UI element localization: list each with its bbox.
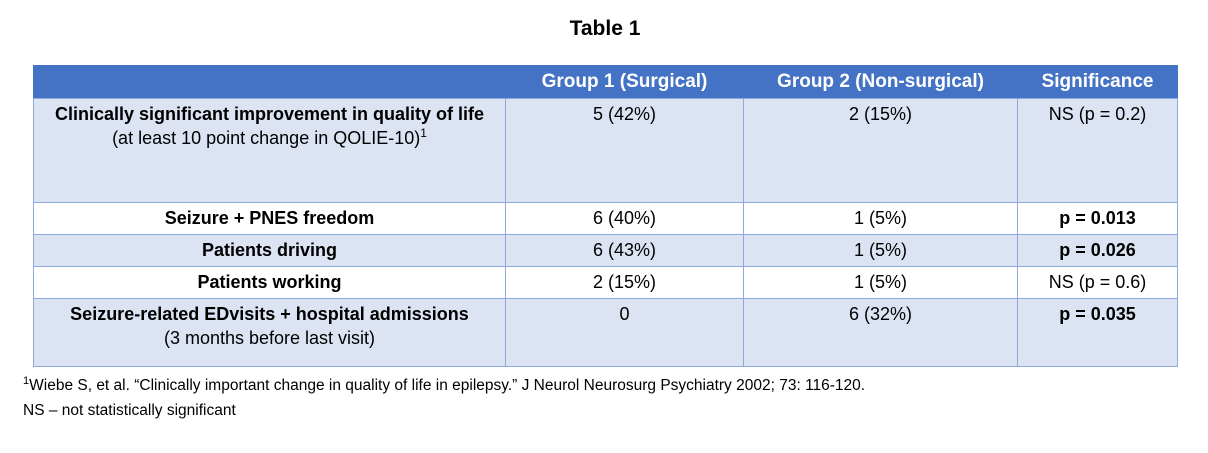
results-table: Group 1 (Surgical) Group 2 (Non-surgical…: [33, 65, 1178, 367]
significance-value: p = 0.026: [1017, 234, 1178, 267]
row-label: Clinically significant improvement in qu…: [54, 104, 485, 124]
group1-value: 2 (15%): [505, 266, 744, 299]
group2-value: 1 (5%): [743, 266, 1018, 299]
row-label-cell: Seizure-related EDvisits + hospital admi…: [33, 298, 506, 367]
table-row: Patients working 2 (15%) 1 (5%) NS (p = …: [33, 266, 1178, 299]
group2-value: 1 (5%): [743, 234, 1018, 267]
table-row: Seizure + PNES freedom 6 (40%) 1 (5%) p …: [33, 202, 1178, 235]
row-label-sub: (3 months before last visit): [163, 328, 376, 348]
footnote-ns-definition: NS – not statistically significant: [23, 402, 236, 419]
group1-value: 6 (43%): [505, 234, 744, 267]
table-row: Seizure-related EDvisits + hospital admi…: [33, 298, 1178, 367]
footnotes: 1Wiebe S, et al. “Clinically important c…: [23, 373, 1208, 423]
row-label: Seizure + PNES freedom: [33, 202, 506, 235]
group1-value: 5 (42%): [505, 98, 744, 203]
table-title: Table 1: [569, 17, 641, 40]
header-empty-cell: [33, 65, 506, 99]
header-group2: Group 2 (Non-surgical): [743, 65, 1018, 99]
row-label: Patients working: [33, 266, 506, 299]
group2-value: 2 (15%): [743, 98, 1018, 203]
row-label: Patients driving: [33, 234, 506, 267]
table-row: Clinically significant improvement in qu…: [33, 98, 1178, 203]
group1-value: 6 (40%): [505, 202, 744, 235]
significance-value: p = 0.035: [1017, 298, 1178, 367]
header-group1: Group 1 (Surgical): [505, 65, 744, 99]
table-row: Patients driving 6 (43%) 1 (5%) p = 0.02…: [33, 234, 1178, 267]
header-row: Group 1 (Surgical) Group 2 (Non-surgical…: [33, 65, 1178, 99]
significance-value: NS (p = 0.6): [1017, 266, 1178, 299]
footnote-superscript: 1: [23, 374, 30, 387]
row-label: Seizure-related EDvisits + hospital admi…: [70, 304, 469, 324]
row-label-cell: Clinically significant improvement in qu…: [33, 98, 506, 203]
footnote-ref: 1: [420, 126, 427, 140]
header-significance: Significance: [1017, 65, 1178, 99]
significance-value: p = 0.013: [1017, 202, 1178, 235]
group2-value: 6 (32%): [743, 298, 1018, 367]
group2-value: 1 (5%): [743, 202, 1018, 235]
significance-value: NS (p = 0.2): [1017, 98, 1178, 203]
row-label-sub: (at least 10 point change in QOLIE-10)1: [112, 126, 427, 148]
group1-value: 0: [505, 298, 744, 367]
footnote-citation: 1Wiebe S, et al. “Clinically important c…: [23, 374, 866, 394]
